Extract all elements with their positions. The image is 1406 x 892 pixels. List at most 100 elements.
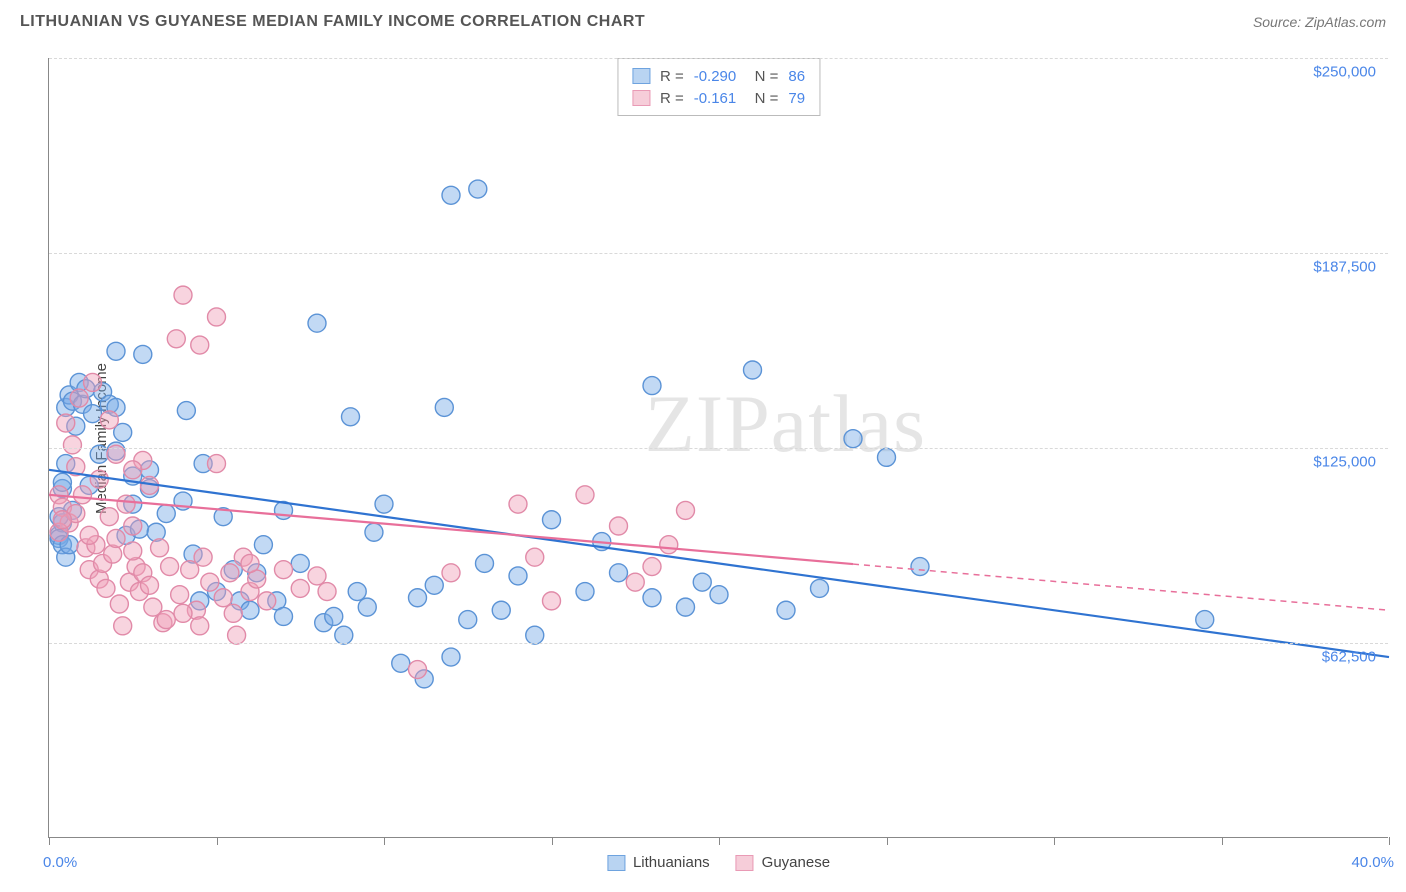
- scatter-point: [90, 470, 108, 488]
- scatter-point: [526, 548, 544, 566]
- gridline-h: [49, 448, 1388, 449]
- scatter-point: [308, 314, 326, 332]
- scatter-point: [335, 626, 353, 644]
- scatter-point: [318, 583, 336, 601]
- r-value-0: -0.290: [694, 68, 737, 85]
- scatter-point: [161, 558, 179, 576]
- scatter-point: [100, 411, 118, 429]
- scatter-point: [124, 461, 142, 479]
- scatter-point: [134, 345, 152, 363]
- scatter-point: [53, 511, 71, 529]
- scatter-point: [74, 486, 92, 504]
- scatter-point: [157, 505, 175, 523]
- scatter-point: [308, 567, 326, 585]
- scatter-point: [710, 586, 728, 604]
- r-label: R =: [660, 68, 684, 85]
- scatter-point: [811, 579, 829, 597]
- source-label: Source: ZipAtlas.com: [1253, 14, 1386, 30]
- xtick: [719, 837, 720, 845]
- r-label: R =: [660, 90, 684, 107]
- legend-item-lithuanians: Lithuanians: [607, 854, 710, 871]
- scatter-point: [241, 554, 259, 572]
- xtick: [217, 837, 218, 845]
- legend-label-0: Lithuanians: [633, 854, 710, 871]
- scatter-point: [442, 564, 460, 582]
- scatter-point: [677, 598, 695, 616]
- ytick-label: $62,500: [1322, 649, 1376, 666]
- scatter-point: [151, 539, 169, 557]
- header: LITHUANIAN VS GUYANESE MEDIAN FAMILY INC…: [0, 0, 1406, 44]
- scatter-point: [509, 567, 527, 585]
- scatter-point: [124, 542, 142, 560]
- scatter-point: [509, 495, 527, 513]
- gridline-h: [49, 253, 1388, 254]
- scatter-point: [84, 373, 102, 391]
- gridline-h: [49, 58, 1388, 59]
- scatter-point: [526, 626, 544, 644]
- legend-item-guyanese: Guyanese: [736, 854, 830, 871]
- scatter-point: [643, 377, 661, 395]
- scatter-point: [201, 573, 219, 591]
- xtick: [384, 837, 385, 845]
- scatter-point: [191, 617, 209, 635]
- scatter-point: [643, 558, 661, 576]
- scatter-point: [174, 604, 192, 622]
- scatter-point: [660, 536, 678, 554]
- scatter-point: [208, 308, 226, 326]
- x-max-label: 40.0%: [1351, 854, 1394, 871]
- stat-legend: R = -0.290 N = 86 R = -0.161 N = 79: [617, 58, 820, 116]
- ytick-label: $187,500: [1313, 259, 1376, 276]
- plot-area: ZIPatlas R = -0.290 N = 86 R = -0.161 N …: [48, 58, 1388, 838]
- xtick: [49, 837, 50, 845]
- scatter-point: [435, 398, 453, 416]
- stat-row-1: R = -0.161 N = 79: [632, 87, 805, 109]
- scatter-point: [254, 536, 272, 554]
- scatter-point: [100, 508, 118, 526]
- scatter-point: [194, 548, 212, 566]
- scatter-point: [358, 598, 376, 616]
- ytick-label: $250,000: [1313, 64, 1376, 81]
- scatter-point: [469, 180, 487, 198]
- scatter-point: [677, 501, 695, 519]
- swatch-lithuanians: [632, 68, 650, 84]
- scatter-point: [610, 564, 628, 582]
- scatter-point: [57, 414, 75, 432]
- scatter-point: [911, 558, 929, 576]
- scatter-point: [258, 592, 276, 610]
- scatter-point: [325, 607, 343, 625]
- n-label: N =: [746, 68, 778, 85]
- scatter-point: [141, 576, 159, 594]
- r-value-1: -0.161: [694, 90, 737, 107]
- scatter-point: [117, 495, 135, 513]
- scatter-point: [442, 186, 460, 204]
- ytick-label: $125,000: [1313, 454, 1376, 471]
- bottom-legend: Lithuanians Guyanese: [607, 854, 830, 871]
- scatter-point: [104, 545, 122, 563]
- scatter-point: [171, 586, 189, 604]
- scatter-point: [878, 448, 896, 466]
- scatter-point: [375, 495, 393, 513]
- scatter-point: [124, 517, 142, 535]
- trend-line-dashed: [853, 564, 1389, 610]
- scatter-point: [84, 405, 102, 423]
- stat-row-0: R = -0.290 N = 86: [632, 65, 805, 87]
- scatter-point: [543, 511, 561, 529]
- swatch-lithuanians: [607, 855, 625, 871]
- scatter-point: [224, 604, 242, 622]
- scatter-point: [214, 589, 232, 607]
- scatter-point: [291, 554, 309, 572]
- scatter-point: [275, 561, 293, 579]
- scatter-point: [174, 286, 192, 304]
- trend-line: [49, 495, 853, 564]
- scatter-point: [425, 576, 443, 594]
- scatter-point: [348, 583, 366, 601]
- scatter-point: [610, 517, 628, 535]
- xtick: [887, 837, 888, 845]
- scatter-point: [777, 601, 795, 619]
- scatter-point: [365, 523, 383, 541]
- scatter-point: [191, 336, 209, 354]
- scatter-point: [1196, 611, 1214, 629]
- swatch-guyanese: [632, 90, 650, 106]
- scatter-point: [476, 554, 494, 572]
- scatter-point: [221, 564, 239, 582]
